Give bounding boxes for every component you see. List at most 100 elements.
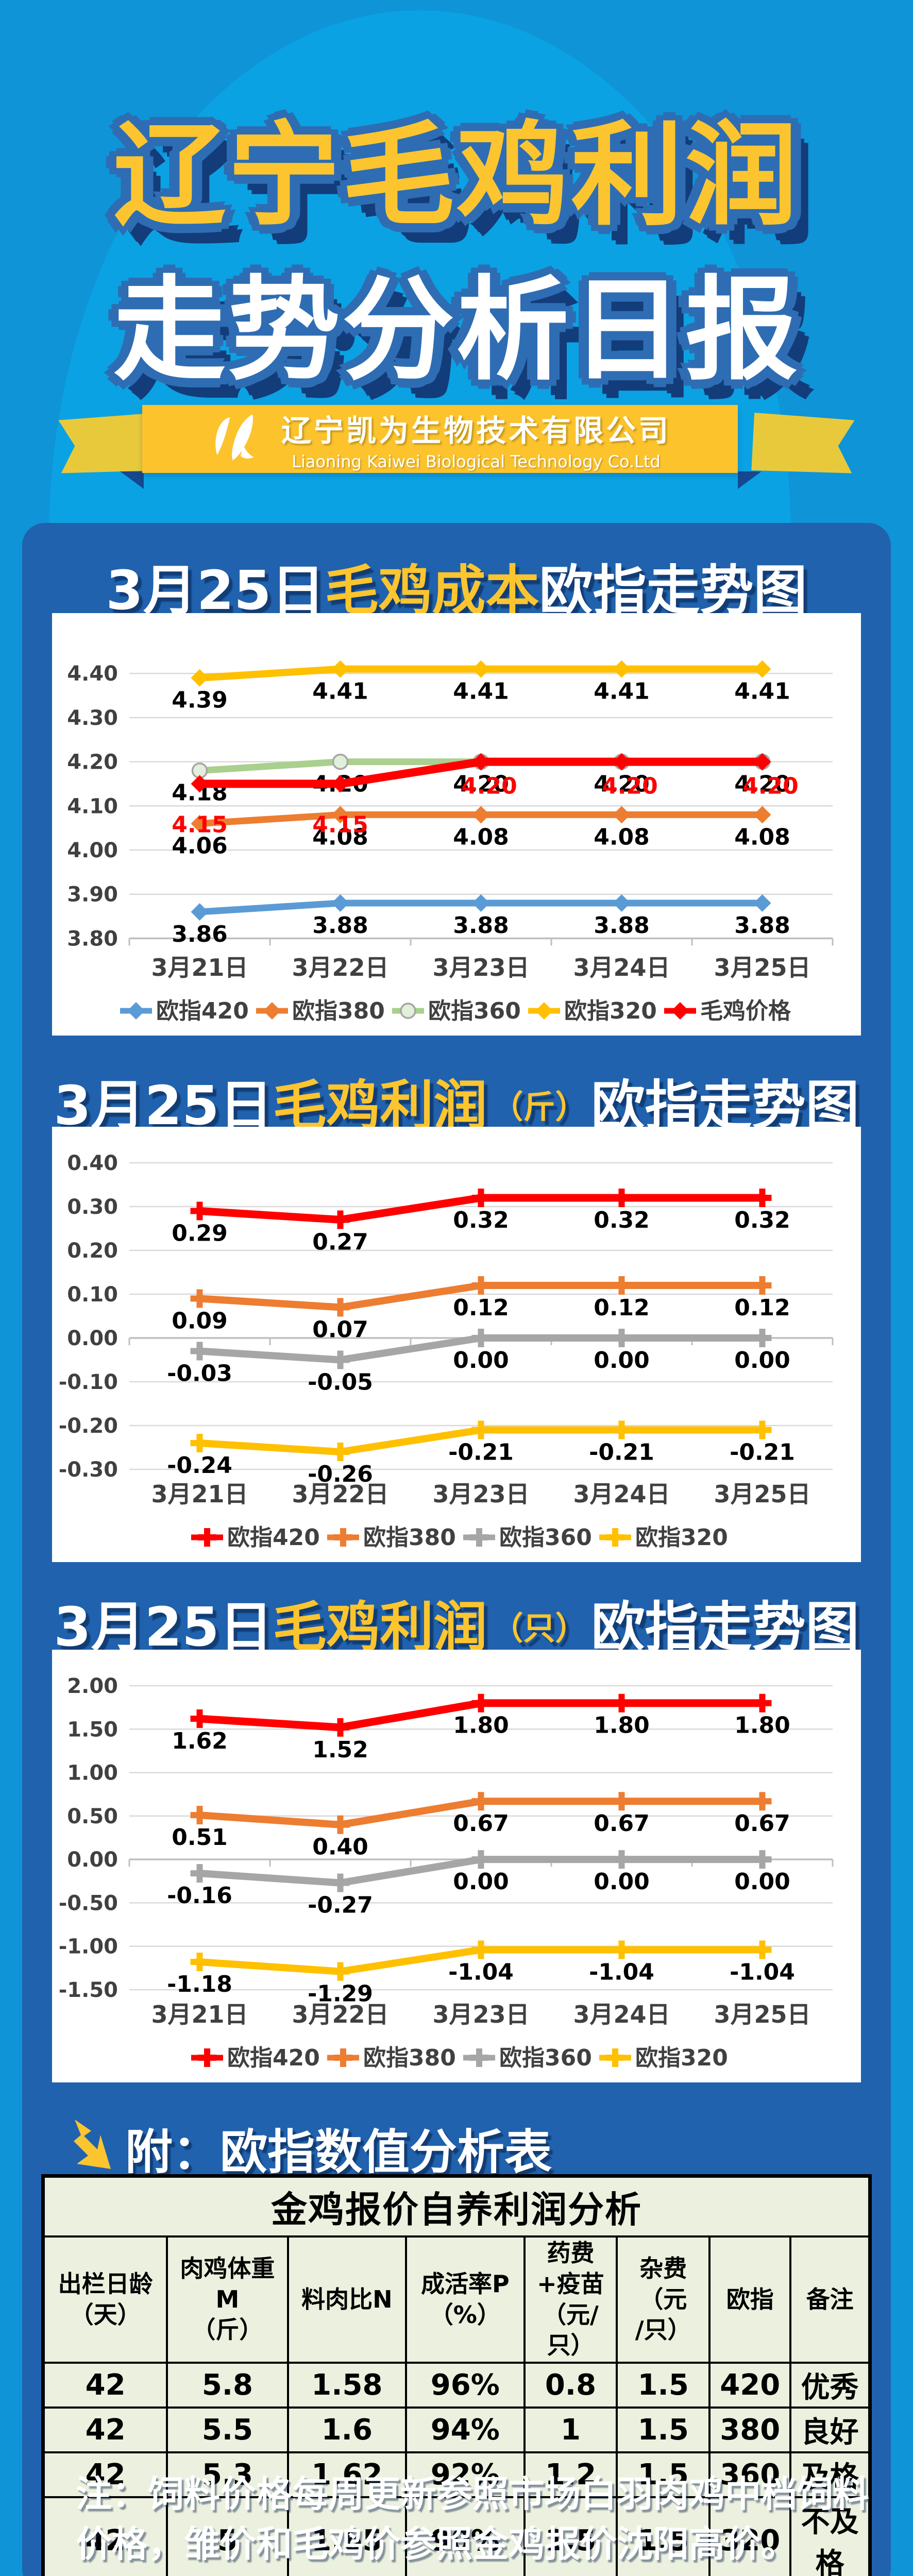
title-part: 3月25日 bbox=[54, 1596, 273, 1658]
title-part: 欧指走势图 bbox=[539, 559, 807, 622]
x-category-label: 3月21日 bbox=[151, 1480, 248, 1508]
marker-diamond bbox=[331, 775, 349, 793]
y-tick-label: 0.00 bbox=[67, 1848, 118, 1872]
y-tick-label: 1.50 bbox=[67, 1718, 118, 1741]
company-name-en: Liaoning Kaiwei Biological Technology Co… bbox=[292, 452, 661, 471]
legend-item-欧指420: 欧指420 bbox=[120, 998, 249, 1024]
legend-item-欧指360: 欧指360 bbox=[392, 998, 521, 1024]
table-cell: 1.5 bbox=[616, 2496, 711, 2576]
x-category-label: 3月24日 bbox=[573, 2001, 670, 2028]
table-cell: 及格 bbox=[789, 2451, 871, 2499]
marker-plus bbox=[753, 1189, 772, 1207]
title-part: 毛鸡利润 bbox=[273, 1074, 487, 1137]
marker-plus bbox=[331, 1873, 350, 1892]
y-tick-label: 0.10 bbox=[67, 1283, 118, 1307]
x-category-label: 3月22日 bbox=[292, 1480, 388, 1508]
data-label: 4.20 bbox=[602, 773, 658, 800]
marker-plus bbox=[190, 1342, 209, 1361]
data-label: 4.08 bbox=[453, 824, 509, 850]
data-label: 0.67 bbox=[453, 1810, 509, 1837]
marker-diamond bbox=[331, 894, 349, 912]
data-label: 0.40 bbox=[312, 1834, 368, 1860]
data-label: -1.04 bbox=[448, 1959, 514, 1985]
marker-plus bbox=[334, 1528, 352, 1547]
data-label: -1.04 bbox=[730, 1959, 795, 1985]
series-欧指380: 0.51 0.40 0.67 0.67 0.67 bbox=[172, 1792, 790, 1860]
title-part: 欧指走势图 bbox=[591, 1596, 859, 1658]
marker-plus bbox=[612, 1940, 631, 1959]
title-part: 欧指走势图 bbox=[591, 1074, 859, 1137]
column-header: 成活率P （%） bbox=[405, 2235, 526, 2364]
series-欧指420: 3.86 3.88 3.88 3.88 3.88 bbox=[172, 894, 790, 947]
profit-bird-chart-card: 2.00 1.50 1.00 0.50 0.00 -0.50 -1.00 -1.50 3月21日… bbox=[52, 1650, 861, 2082]
legend-label: 欧指380 bbox=[363, 1524, 456, 1551]
table-cell: 320 bbox=[708, 2496, 792, 2576]
legend-label: 欧指420 bbox=[227, 2045, 320, 2071]
y-tick-label: 4.20 bbox=[67, 751, 118, 774]
y-tick-label: 0.50 bbox=[67, 1805, 118, 1828]
table-cell: 1.5 bbox=[616, 2362, 711, 2409]
marker-diamond bbox=[535, 1002, 553, 1020]
profit-jin-chart: 0.40 0.30 0.20 0.10 0.00 -0.10 -0.20 -0.30 3月21日… bbox=[59, 1151, 834, 1551]
section-title-profit-jin-chart: 3月25日毛鸡利润 （斤）欧指走势图 bbox=[22, 1075, 891, 1138]
marker-diamond bbox=[613, 806, 631, 824]
data-label: 1.62 bbox=[172, 1728, 228, 1754]
series-欧指360: -0.03 -0.05 0.00 0.00 0.00 bbox=[167, 1329, 790, 1396]
main-panel: 3月25日毛鸡成本欧指走势图 4.40 4.30 4.20 4.10 4.00 3.90 3… bbox=[22, 523, 891, 2576]
data-label: -0.21 bbox=[448, 1439, 514, 1466]
data-label: 0.00 bbox=[453, 1869, 509, 1895]
table-cell: 良好 bbox=[789, 2406, 871, 2454]
y-tick-label: -1.00 bbox=[59, 1935, 118, 1959]
profit-jin-chart-card: 0.40 0.30 0.20 0.10 0.00 -0.10 -0.20 -0.30 3月21日… bbox=[52, 1127, 861, 1562]
marker-plus bbox=[198, 1528, 216, 1547]
marker-diamond bbox=[472, 806, 490, 824]
marker-diamond bbox=[472, 660, 490, 678]
y-tick-label: 3.80 bbox=[67, 927, 118, 951]
table-cell: 380 bbox=[708, 2406, 792, 2454]
marker-plus bbox=[190, 1864, 209, 1883]
table-cell: 1.65 bbox=[286, 2496, 408, 2576]
y-tick-label: -1.50 bbox=[59, 1978, 118, 2002]
data-label: 4.20 bbox=[453, 771, 509, 798]
cost-chart-card: 4.40 4.30 4.20 4.10 4.00 3.90 3.80 3月21日 3月22日 3月… bbox=[52, 613, 861, 1036]
legend-item-欧指320: 欧指320 bbox=[599, 2045, 728, 2071]
data-label: 0.00 bbox=[734, 1347, 790, 1374]
table-cell: 42 bbox=[42, 2362, 168, 2409]
marker-diamond bbox=[613, 894, 631, 912]
data-label: -0.26 bbox=[308, 1461, 373, 1487]
data-label: -0.21 bbox=[730, 1439, 795, 1466]
table-row: 42 5.5 1.6 94% 1 1.5 380 良好 bbox=[42, 2406, 871, 2454]
column-header: 料肉比N bbox=[286, 2235, 408, 2364]
legend-label: 欧指360 bbox=[499, 2045, 592, 2071]
marker-diamond bbox=[191, 775, 209, 793]
marker-plus bbox=[471, 1276, 491, 1295]
x-category-label: 3月25日 bbox=[714, 2001, 810, 2028]
title-part: （斤） bbox=[491, 1088, 587, 1126]
data-label: 4.20 bbox=[742, 773, 799, 800]
legend-label: 毛鸡价格 bbox=[700, 998, 791, 1024]
legend-label: 欧指360 bbox=[428, 998, 521, 1024]
marker-diamond bbox=[753, 894, 771, 912]
series-欧指320: -0.24 -0.26 -0.21 -0.21 -0.21 bbox=[167, 1420, 795, 1487]
series-欧指380: 0.09 0.07 0.12 0.12 0.12 bbox=[172, 1276, 790, 1343]
note-text: 注：饲料价格每周更新参照市场白羽肉鸡中档饲料 价格，雏价和毛鸡价参照金鸡报价沈阳… bbox=[76, 2469, 883, 2569]
table-row: 42 5.3 1.62 92% 1.2 1.5 360 及格 bbox=[42, 2451, 871, 2499]
data-label: 0.67 bbox=[734, 1810, 790, 1837]
legend-label: 欧指320 bbox=[635, 1524, 728, 1551]
data-label: 0.51 bbox=[172, 1824, 228, 1851]
marker-plus bbox=[753, 1329, 772, 1347]
legend-item-欧指320: 欧指320 bbox=[528, 998, 657, 1024]
data-label: -0.24 bbox=[167, 1452, 232, 1479]
marker-diamond bbox=[191, 815, 209, 833]
cost-chart: 4.40 4.30 4.20 4.10 4.00 3.90 3.80 3月21日 3月22日 3月… bbox=[67, 660, 834, 1024]
profit-bird-chart: 2.00 1.50 1.00 0.50 0.00 -0.50 -1.00 -1.50 3月21日… bbox=[59, 1674, 834, 2071]
table-cell: 1.2 bbox=[523, 2451, 618, 2499]
section-title-cost-chart: 3月25日毛鸡成本欧指走势图 bbox=[22, 560, 891, 621]
x-category-label: 3月22日 bbox=[292, 954, 388, 981]
marker-plus bbox=[753, 1850, 772, 1869]
marker-plus bbox=[612, 1189, 631, 1207]
marker-diamond bbox=[753, 753, 771, 771]
y-tick-label: 4.30 bbox=[67, 706, 118, 730]
profit-table: 金鸡报价自养利润分析 出栏日龄 （天） 肉鸡体重M （斤） 料肉比N 成活率P （%）药… bbox=[41, 2174, 872, 2576]
data-label: 4.41 bbox=[734, 679, 790, 705]
